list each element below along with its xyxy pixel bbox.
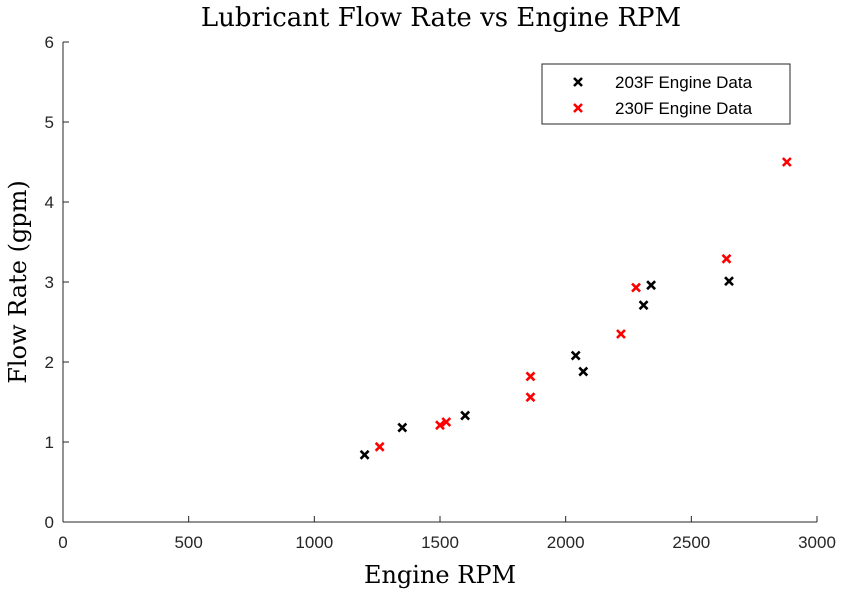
data-point	[781, 157, 792, 167]
legend-marker	[573, 77, 583, 87]
y-tick-label: 4	[45, 193, 54, 212]
legend: 203F Engine Data 230F Engine Data	[541, 63, 791, 125]
data-point	[374, 441, 385, 452]
y-tick-label: 3	[45, 273, 54, 292]
data-point	[646, 280, 657, 291]
chart-title: Lubricant Flow Rate vs Engine RPM	[201, 3, 681, 33]
y-axis-label: Flow Rate (gpm)	[4, 180, 32, 384]
y-tick-label: 5	[45, 113, 54, 132]
legend-entry-label: 203F Engine Data	[615, 73, 753, 92]
x-axis-label: Engine RPM	[364, 561, 516, 589]
data-point	[435, 420, 445, 431]
y-tick-label: 0	[45, 513, 54, 532]
data-point	[631, 282, 641, 293]
data-point	[397, 422, 408, 433]
data-point	[441, 417, 452, 427]
data-point	[638, 300, 649, 311]
data-point	[460, 410, 471, 421]
data-point	[570, 350, 581, 361]
data-point	[525, 371, 536, 382]
legend-box	[541, 63, 791, 125]
x-ticks: 0 500 1000 1500 2000 2500 3000	[58, 516, 836, 552]
x-tick-label: 3000	[798, 533, 836, 552]
data-points	[359, 157, 792, 460]
x-tick-label: 1000	[295, 533, 333, 552]
legend-entry-label: 230F Engine Data	[615, 99, 753, 118]
x-tick-label: 2000	[547, 533, 585, 552]
data-point	[578, 366, 589, 377]
x-tick-label: 2500	[672, 533, 710, 552]
x-tick-label: 500	[174, 533, 202, 552]
data-point	[721, 253, 732, 264]
y-ticks: 0 1 2 3 4 5 6	[45, 33, 69, 532]
data-point	[724, 276, 734, 287]
series-1	[359, 276, 734, 460]
x-tick-label: 0	[58, 533, 67, 552]
x-tick-label: 1500	[421, 533, 459, 552]
series-2	[374, 157, 792, 452]
data-point	[359, 449, 370, 460]
y-tick-label: 6	[45, 33, 54, 52]
data-point	[616, 329, 626, 339]
legend-marker	[573, 103, 583, 113]
y-tick-label: 1	[45, 433, 54, 452]
y-tick-label: 2	[45, 353, 54, 372]
data-point	[525, 392, 536, 403]
